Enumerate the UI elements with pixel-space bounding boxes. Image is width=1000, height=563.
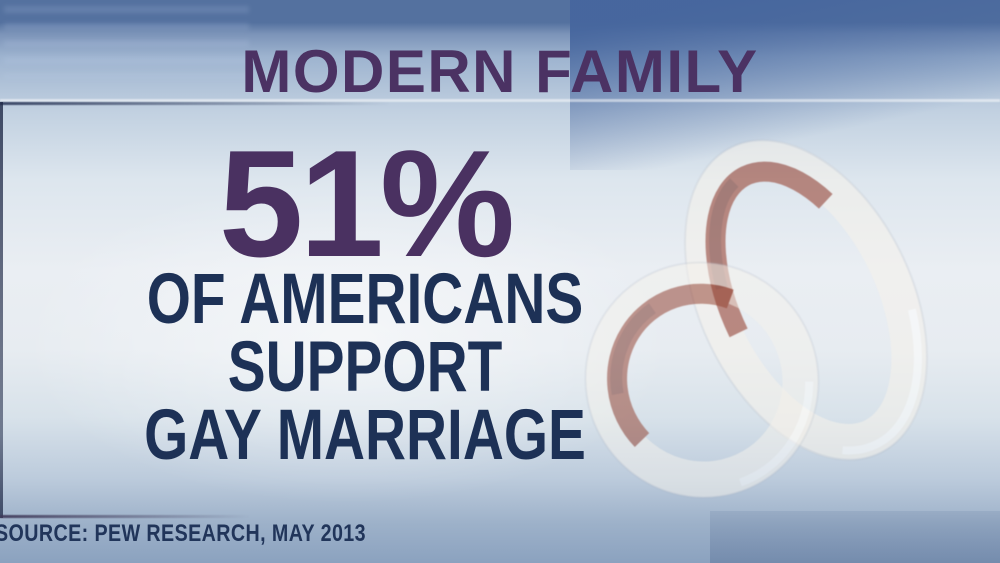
- panel-left-edge: [0, 102, 3, 518]
- background-monitor-blur: [4, 6, 249, 78]
- stat-description-line: SUPPORT: [227, 328, 503, 407]
- ring-lower: [584, 261, 820, 499]
- wedding-rings-icon: [584, 139, 928, 499]
- stat-description-line: OF AMERICANS: [146, 260, 584, 339]
- stat-description: OF AMERICANS SUPPORT GAY MARRIAGE: [0, 260, 730, 475]
- page-title: MODERN FAMILY: [241, 38, 759, 105]
- stat-description-line: GAY MARRIAGE: [144, 396, 586, 475]
- divider-under-title-dark: [0, 102, 390, 105]
- source-attribution: SOURCE: PEW RESEARCH, MAY 2013: [0, 520, 367, 547]
- stat-value: 51%: [218, 119, 515, 289]
- divider-under-title-light: [0, 99, 1000, 102]
- stat-column: 51% OF AMERICANS SUPPORT GAY MARRIAGE: [0, 119, 730, 475]
- background-bottom-right-seam: [710, 511, 1000, 563]
- divider-above-source: [0, 515, 250, 518]
